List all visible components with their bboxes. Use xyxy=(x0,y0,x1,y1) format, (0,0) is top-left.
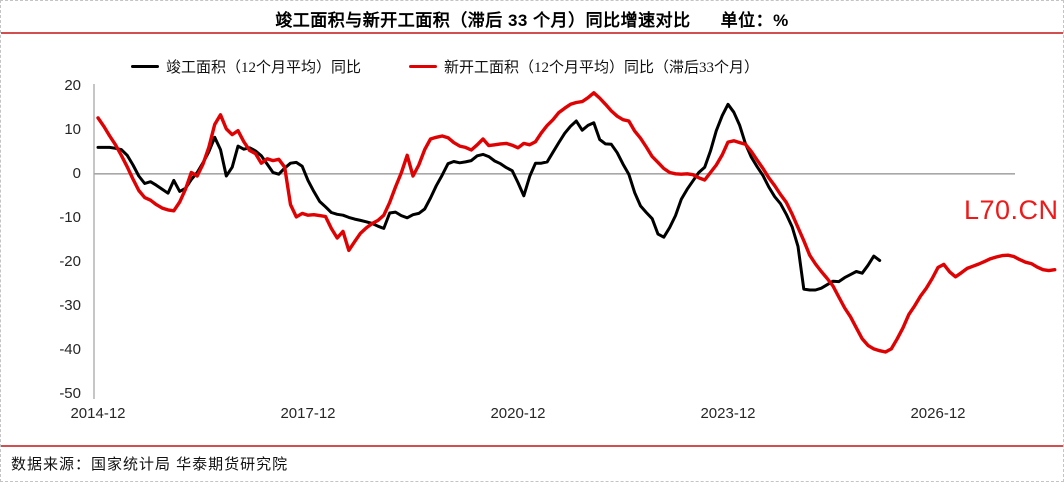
y-tick-label: -10 xyxy=(59,209,81,227)
footer-divider xyxy=(1,445,1063,447)
chart-header: 竣工面积与新开工面积（滞后 33 个月）同比增速对比 单位：% xyxy=(1,6,1063,31)
legend-item-completion: 竣工面积（12个月平均）同比 xyxy=(130,56,361,77)
legend-swatch-black-line xyxy=(130,64,159,69)
x-tick-label: 2014-12 xyxy=(70,405,126,422)
new-start-line xyxy=(96,91,1057,354)
x-tick-label: 2023-12 xyxy=(700,405,756,422)
legend-item-new-start: 新开工面积（12个月平均）同比（滞后33个月） xyxy=(409,56,759,77)
legend-label-completion: 竣工面积（12个月平均）同比 xyxy=(165,60,361,76)
legend-swatch-red-line xyxy=(409,64,437,69)
legend-label-new-start: 新开工面积（12个月平均）同比（滞后33个月） xyxy=(444,60,760,76)
x-tick-label: 2020-12 xyxy=(490,405,546,422)
legend: 竣工面积（12个月平均）同比 新开工面积（12个月平均）同比（滞后33个月） xyxy=(1,56,976,77)
y-tick-label: 20 xyxy=(64,77,81,95)
x-tick-label: 2017-12 xyxy=(280,405,336,422)
x-tick-label: 2026-12 xyxy=(910,405,966,422)
watermark: L70.CN xyxy=(964,195,1059,225)
completion-line xyxy=(96,102,882,292)
title-divider xyxy=(1,32,1063,34)
y-tick-label: -30 xyxy=(59,297,81,315)
y-tick-label: -40 xyxy=(59,341,81,359)
y-tick-label: -50 xyxy=(59,385,81,403)
y-tick-label: -20 xyxy=(59,253,81,271)
page-title: 竣工面积与新开工面积（滞后 33 个月）同比增速对比 xyxy=(275,11,691,30)
y-tick-label: 0 xyxy=(72,165,81,183)
y-tick-label: 10 xyxy=(64,121,81,139)
data-source-note: 数据来源：国家统计局 华泰期货研究院 xyxy=(11,456,289,473)
unit-label: 单位：% xyxy=(720,11,789,30)
series-group xyxy=(96,91,1057,354)
